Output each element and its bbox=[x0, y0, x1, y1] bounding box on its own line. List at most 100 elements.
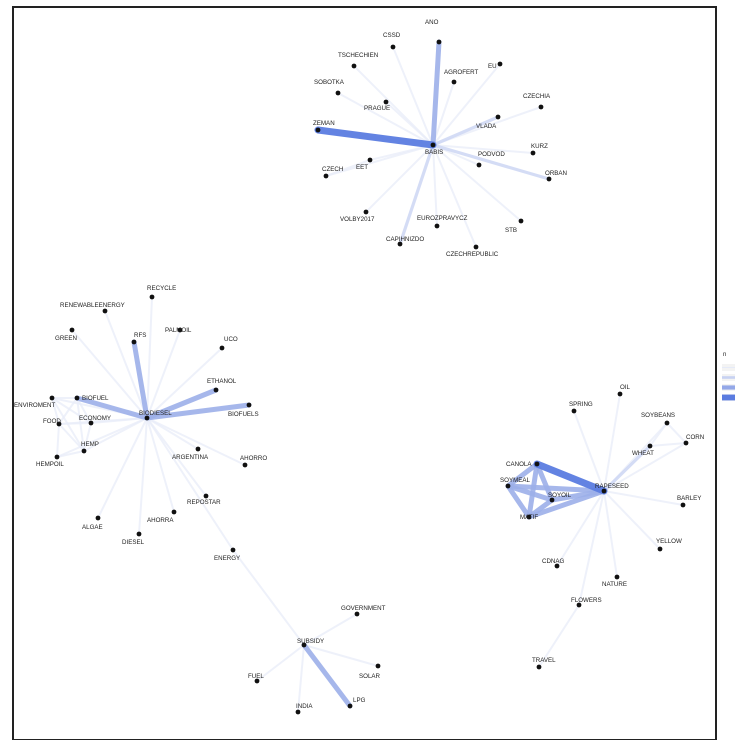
edge-rapeseed-canola bbox=[533, 460, 608, 495]
edge-energy-subsidy bbox=[232, 549, 305, 646]
edge-biodiesel-biofuel bbox=[74, 395, 150, 421]
edge-wheat-soybeans bbox=[649, 422, 668, 447]
node-label-eet: EET bbox=[356, 164, 368, 171]
node-hempoil: HEMPOIL bbox=[36, 454, 64, 468]
node-label-oil: OIL bbox=[620, 384, 631, 391]
node-label-spring: SPRING bbox=[569, 401, 593, 408]
node-biofuels: BIOFUELS bbox=[228, 402, 259, 418]
edge-babis-capihnizdo bbox=[398, 143, 435, 246]
edge-biofuel-food bbox=[58, 397, 78, 425]
node-soymeal: SOYMEAL bbox=[500, 477, 530, 489]
node-label-tschechien: TSCHECHIEN bbox=[338, 52, 378, 59]
node-label-government: GOVERNMENT bbox=[341, 605, 386, 612]
node-label-cssd: CSSD bbox=[383, 32, 401, 39]
edge-rapeseed-spring bbox=[573, 410, 605, 492]
node-volby2017: VOLBY2017 bbox=[340, 209, 375, 223]
node-uco: UCO bbox=[219, 336, 238, 351]
edge-soybeans-corn bbox=[666, 422, 687, 444]
node-corn: CORN bbox=[683, 434, 704, 446]
node-biofuel: BIOFUEL bbox=[74, 395, 109, 402]
node-dot-soymeal bbox=[505, 483, 511, 489]
edge-biofuel-economy bbox=[76, 397, 92, 424]
node-cssd: CSSD bbox=[383, 32, 401, 50]
node-dot-czech bbox=[323, 173, 329, 179]
edge-soymeal-matif bbox=[505, 483, 532, 520]
node-label-biofuel: BIOFUEL bbox=[82, 395, 109, 402]
edge-canola-soyoil bbox=[534, 461, 555, 503]
edge-rapeseed-flowers bbox=[578, 490, 605, 606]
node-label-agrofert: AGROFERT bbox=[444, 69, 478, 76]
node-layer: BABIS ANO CSSD TSCHECHIEN AGROFERT EU SOBOTKA P… bbox=[14, 19, 704, 715]
node-label-lpg: LPG bbox=[353, 697, 366, 704]
node-economy: ECONOMY bbox=[79, 415, 111, 426]
edge-eet-czech bbox=[325, 159, 371, 177]
node-dot-recycle bbox=[149, 294, 155, 300]
edge-rapeseed-oil bbox=[603, 393, 621, 492]
node-czech: CZECH bbox=[322, 166, 343, 179]
node-dot-zeman bbox=[315, 127, 321, 133]
edge-subsidy-lpg bbox=[301, 642, 353, 709]
node-dot-subsidy bbox=[301, 642, 307, 648]
node-babis: BABIS bbox=[425, 142, 443, 156]
legend-key-2 bbox=[722, 376, 735, 379]
node-label-sobotka: SOBOTKA bbox=[314, 79, 345, 86]
node-oil: OIL bbox=[617, 384, 631, 397]
node-dot-prague bbox=[383, 99, 389, 105]
plot-border bbox=[12, 6, 717, 740]
legend-key-3 bbox=[722, 385, 735, 390]
edge-soymeal-soyoil bbox=[505, 483, 555, 503]
node-dot-economy bbox=[88, 420, 94, 426]
node-canola: CANOLA bbox=[506, 461, 540, 468]
node-label-matif: MATIF bbox=[520, 514, 538, 521]
node-dot-cdnag bbox=[554, 563, 560, 569]
node-dot-ahorra bbox=[171, 509, 177, 515]
edge-babis-agrofert bbox=[432, 81, 455, 146]
node-barley: BARLEY bbox=[677, 495, 701, 508]
node-fuel: FUEL bbox=[248, 673, 264, 684]
edge-enviroment-economy bbox=[51, 397, 92, 424]
edge-babis-eu bbox=[432, 63, 501, 146]
node-label-economy: ECONOMY bbox=[79, 415, 111, 422]
node-dot-czechia bbox=[538, 104, 544, 110]
node-dot-eu bbox=[497, 61, 503, 67]
node-label-soybeans: SOYBEANS bbox=[641, 412, 675, 419]
edge-biodiesel-hempoil bbox=[56, 417, 148, 458]
node-label-eu: EU bbox=[488, 63, 497, 70]
node-label-rfs: RFS bbox=[134, 332, 146, 339]
node-dot-agrofert bbox=[451, 79, 457, 85]
node-dot-biofuel bbox=[74, 395, 80, 401]
node-diesel: DIESEL bbox=[122, 531, 145, 546]
edge-babis-prague bbox=[385, 101, 434, 146]
node-dot-czechrepublic bbox=[473, 244, 479, 250]
node-label-stb: STB bbox=[505, 227, 517, 234]
edge-rapeseed-barley bbox=[603, 490, 684, 506]
node-dot-energy bbox=[230, 547, 236, 553]
edge-biodiesel-repostar bbox=[146, 417, 207, 497]
node-label-solar: SOLAR bbox=[359, 673, 381, 680]
node-dot-diesel bbox=[136, 531, 142, 537]
node-dot-nature bbox=[614, 574, 620, 580]
edge-biodiesel-renewableenergy bbox=[104, 310, 148, 419]
edge-biodiesel-rfs bbox=[131, 339, 150, 421]
edge-babis-volby2017 bbox=[365, 144, 434, 213]
node-solar: SOLAR bbox=[359, 663, 381, 680]
node-label-fuel: FUEL bbox=[248, 673, 264, 680]
edge-rapeseed-corn bbox=[603, 442, 687, 492]
node-eurozpravycz: EUROZPRAVYCZ bbox=[417, 215, 468, 229]
node-label-czechia: CZECHIA bbox=[523, 93, 551, 100]
node-algae: ALGAE bbox=[82, 515, 103, 531]
node-wheat: WHEAT bbox=[632, 443, 654, 457]
edge-biodiesel-biofuels bbox=[144, 402, 252, 421]
node-label-subsidy: SUBSIDY bbox=[297, 638, 324, 645]
node-dot-rapeseed bbox=[601, 488, 607, 494]
node-recycle: RECYCLE bbox=[147, 285, 176, 300]
node-label-hemp: HEMP bbox=[81, 441, 99, 448]
edge-babis-vlada bbox=[431, 115, 500, 147]
node-label-eurozpravycz: EUROZPRAVYCZ bbox=[417, 215, 468, 222]
edge-enviroment-food bbox=[51, 397, 60, 425]
node-dot-matif bbox=[526, 514, 532, 520]
node-vlada: VLADA bbox=[476, 114, 501, 130]
edge-subsidy-fuel bbox=[256, 644, 305, 682]
edge-wheat-corn bbox=[649, 442, 687, 447]
node-india: INDIA bbox=[295, 703, 313, 715]
